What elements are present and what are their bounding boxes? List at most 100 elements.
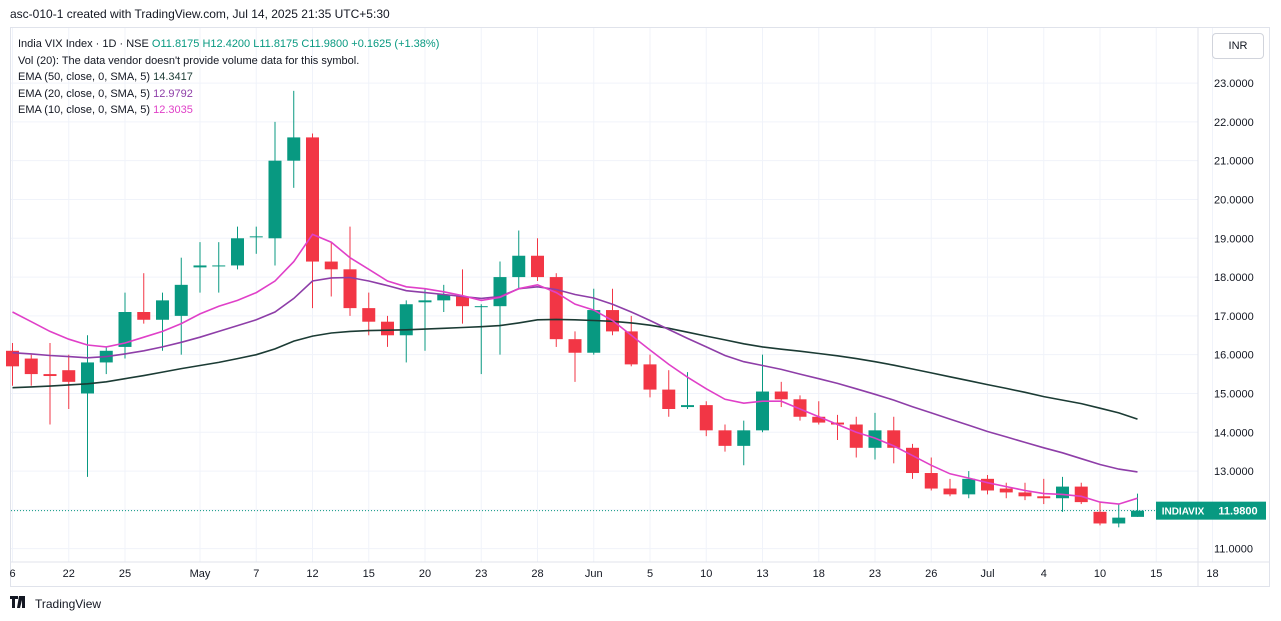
candle [774, 381, 788, 408]
candle [962, 471, 976, 499]
candle-body [981, 478, 994, 491]
candle-body [174, 284, 188, 316]
candle-body [81, 362, 94, 394]
y-tick-label: 14.0000 [1214, 427, 1254, 439]
candle-body [624, 331, 638, 365]
candle [624, 315, 638, 367]
legend-ema10-row[interactable]: EMA (10, close, 0, SMA, 5) 12.3035 [18, 102, 439, 119]
x-tick-label: 28 [531, 568, 543, 580]
candle-body [906, 447, 919, 474]
candle-body [568, 339, 582, 353]
candle-body [474, 306, 488, 308]
x-tick-label: 22 [63, 568, 75, 580]
candle-body [868, 430, 882, 448]
tradingview-logo-icon [10, 596, 30, 611]
candle-body [718, 430, 732, 446]
candle-body [43, 374, 57, 377]
candle [343, 226, 357, 316]
candle-body [249, 236, 263, 238]
candle [924, 457, 938, 491]
candle-body [62, 370, 76, 382]
candle [193, 242, 207, 293]
candle-body [193, 265, 207, 268]
x-tick-label: 7 [253, 568, 259, 580]
x-tick-label: 5 [647, 568, 653, 580]
legend-symbol[interactable]: India VIX Index · 1D · NSE [18, 38, 149, 50]
legend-volume-row[interactable]: Vol (20): The data vendor doesn't provid… [18, 53, 439, 70]
x-tick-label: 10 [700, 568, 712, 580]
candle-body [512, 255, 526, 278]
candle [137, 273, 151, 324]
candle-body [587, 310, 601, 353]
chart-legend: India VIX Index · 1D · NSE O11.8175 H12.… [18, 36, 439, 119]
candle [81, 335, 94, 477]
y-tick-label: 19.0000 [1214, 233, 1254, 245]
chart-frame [10, 27, 1270, 587]
candle-body [643, 364, 657, 390]
candle-body [831, 422, 844, 425]
x-tick-label: 13 [756, 568, 768, 580]
candle [999, 482, 1013, 499]
y-tick-label: 17.0000 [1214, 311, 1254, 323]
candle [362, 292, 376, 336]
candle-body [887, 430, 901, 448]
legend-ema50-row[interactable]: EMA (50, close, 0, SMA, 5) 14.3417 [18, 69, 439, 86]
ema10-line [12, 233, 1138, 505]
candle [437, 284, 451, 312]
candle [1131, 493, 1144, 517]
x-tick-label: 15 [363, 568, 375, 580]
legend-ema10-value: 12.3035 [153, 104, 193, 116]
candle-body [793, 399, 807, 417]
ema20-line [12, 276, 1138, 473]
candle-body [6, 350, 19, 367]
candle [699, 401, 713, 437]
tradingview-brand[interactable]: TradingView [10, 596, 101, 611]
x-tick-label: 6 [9, 568, 15, 580]
candle-body [362, 308, 376, 322]
price-tag-value: 11.9800 [1218, 506, 1257, 518]
legend-ema50-value: 14.3417 [153, 71, 193, 83]
x-tick-label: 4 [1041, 568, 1047, 580]
candle-body [924, 473, 938, 489]
candle-body [118, 312, 132, 347]
candle-body [549, 277, 563, 340]
candle-body [456, 296, 469, 307]
y-tick-label: 20.0000 [1214, 194, 1254, 206]
candle-body [306, 137, 319, 262]
currency-button[interactable]: INR [1212, 33, 1264, 59]
candle-body [1131, 510, 1144, 517]
x-tick-label: 18 [1206, 568, 1218, 580]
y-tick-label: 22.0000 [1214, 117, 1254, 129]
candle [231, 226, 244, 270]
candle [399, 300, 413, 363]
ema50-line [12, 318, 1138, 420]
x-tick-label: 23 [869, 568, 881, 580]
candle [212, 242, 226, 293]
tradingview-name: TradingView [35, 596, 102, 611]
candle-body [381, 321, 394, 336]
chart-header: asc-010-1 created with TradingView.com, … [10, 7, 390, 21]
y-tick-label: 16.0000 [1214, 350, 1254, 362]
candle [493, 261, 507, 355]
candle [156, 292, 169, 351]
candle [6, 343, 19, 386]
legend-ema20-row[interactable]: EMA (20, close, 0, SMA, 5) 12.9792 [18, 86, 439, 103]
candle [418, 288, 432, 351]
candle-body [156, 300, 169, 320]
legend-ema20-label: EMA (20, close, 0, SMA, 5) [18, 87, 151, 100]
candle-body [999, 488, 1013, 493]
candle-body [418, 300, 432, 303]
price-tag-ticker-bg [1156, 501, 1210, 520]
candle-body [737, 430, 751, 446]
candle [474, 304, 488, 375]
legend-symbol-row[interactable]: India VIX Index · 1D · NSE O11.8175 H12.… [18, 36, 439, 53]
candle [943, 478, 957, 497]
y-tick-label: 15.0000 [1214, 388, 1254, 400]
x-tick-label: 12 [306, 568, 318, 580]
candle-body [137, 312, 151, 320]
candle-body [399, 304, 413, 336]
candle [1093, 502, 1107, 526]
candle [718, 424, 732, 452]
candle [906, 443, 919, 479]
